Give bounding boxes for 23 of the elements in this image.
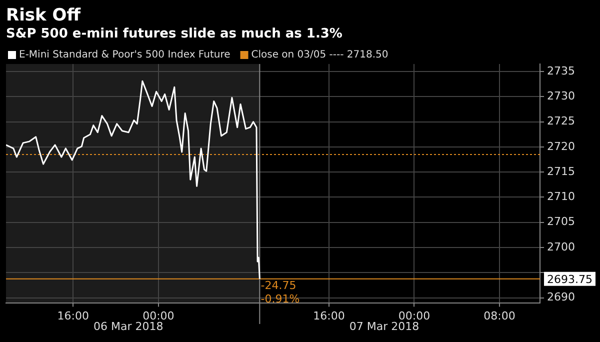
y-tick-label: 2690 [547,290,576,304]
annotation: -0.91% [260,292,300,306]
annotation: -24.75 [260,279,296,292]
y-tick-label: 2715 [547,164,576,178]
legend-label: Close on 03/05 ---- 2718.50 [251,50,388,61]
y-tick-label: 2705 [547,215,576,228]
x-tick-label: 00:00 [398,309,430,322]
text: 06 Mar 2018 [94,320,164,334]
legend-label: E-Mini Standard & Poor's 500 Index Future [19,50,230,61]
y-tick-label: 2725 [547,114,576,128]
y-tick-label: 2710 [547,190,576,204]
chart-subtitle: S&P 500 e-mini futures slide as much as 1.3% [6,26,342,42]
y-tick-label: 2700 [547,240,576,254]
text: 07 Mar 2018 [349,320,420,334]
x-tick-label: 16:00 [57,309,89,322]
ref-line-label: 2693.75 [547,272,593,286]
x-tick-label: 00:00 [142,309,174,322]
x-tick-label: 16:00 [313,309,345,322]
chart-title: Risk Off [6,6,81,26]
y-tick-label: 2720 [547,140,576,153]
y-tick-label: 2730 [547,90,576,103]
x-tick-label: 08:00 [484,309,516,322]
y-tick-label: 2735 [547,64,576,78]
